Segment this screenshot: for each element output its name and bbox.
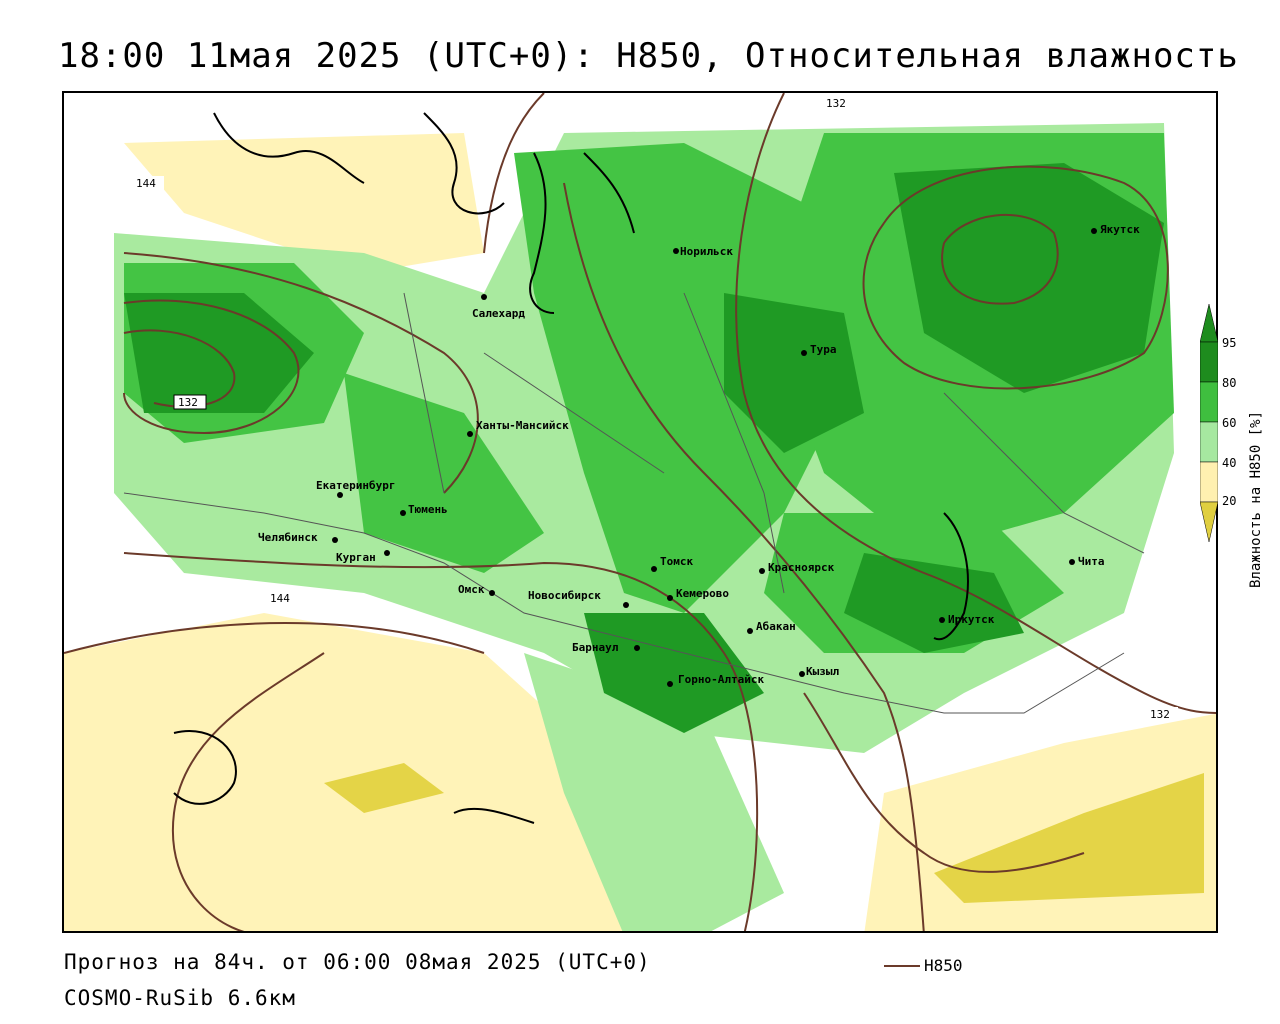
humidity-map[interactable]: Норильск Якутск Салехард Тура Ханты-Манс… bbox=[64, 93, 1218, 933]
colorbar-tick-40: 40 bbox=[1222, 456, 1237, 470]
city-label-chita: Чита bbox=[1078, 555, 1105, 568]
city-markers bbox=[332, 228, 1097, 687]
city-label-ekaterinburg: Екатеринбург bbox=[316, 479, 395, 492]
city-label-tomsk: Томск bbox=[660, 555, 693, 568]
city-label-yakutsk: Якутск bbox=[1100, 223, 1140, 236]
h850-contours bbox=[64, 93, 1216, 931]
city-label-abakan: Абакан bbox=[756, 620, 796, 633]
moist-zone-south bbox=[524, 653, 784, 931]
city-dot-chita bbox=[1069, 559, 1075, 565]
coastlines bbox=[173, 112, 969, 824]
very-humid-zone-altai bbox=[584, 613, 764, 733]
city-dot-tyumen bbox=[400, 510, 406, 516]
colorbar-tick-95: 95 bbox=[1222, 336, 1237, 350]
city-label-gorno-altaysk: Горно-Алтайск bbox=[678, 673, 764, 686]
city-label-khanty-mansiysk: Ханты-Мансийск bbox=[476, 419, 569, 432]
colorbar-band-40 bbox=[1199, 461, 1219, 503]
colorbar-band-80 bbox=[1199, 381, 1219, 423]
city-dot-kurgan bbox=[384, 550, 390, 556]
map-frame[interactable]: Норильск Якутск Салехард Тура Ханты-Манс… bbox=[62, 91, 1218, 933]
colorbar-band-95 bbox=[1199, 341, 1219, 383]
very-humid-zone-yakutia bbox=[894, 163, 1164, 393]
very-dry-zone-south bbox=[324, 763, 444, 813]
city-dot-salekhard bbox=[481, 294, 487, 300]
dry-zone-south bbox=[64, 613, 624, 931]
city-dot-chelyabinsk bbox=[332, 537, 338, 543]
contour-label-132-north: 132 bbox=[826, 97, 846, 110]
city-dot-novosibirsk bbox=[623, 602, 629, 608]
city-dot-tura bbox=[801, 350, 807, 356]
city-label-kurgan: Курган bbox=[336, 551, 376, 564]
colorbar-tick-20: 20 bbox=[1222, 494, 1237, 508]
city-label-omsk: Омск bbox=[458, 583, 485, 596]
city-dot-tomsk bbox=[651, 566, 657, 572]
city-dot-norilsk bbox=[673, 248, 679, 254]
city-labels: Норильск Якутск Салехард Тура Ханты-Манс… bbox=[258, 223, 1140, 686]
region-boundaries bbox=[123, 292, 1145, 714]
contour-label-132-southeast: 132 bbox=[1150, 708, 1170, 721]
city-label-tyumen: Тюмень bbox=[408, 503, 448, 516]
city-dot-omsk bbox=[489, 590, 495, 596]
contour-label-144-south: 144 bbox=[270, 592, 290, 605]
city-label-kemerovo: Кемерово bbox=[676, 587, 729, 600]
colorbar-tick-60: 60 bbox=[1222, 416, 1237, 430]
city-label-chelyabinsk: Челябинск bbox=[258, 531, 318, 544]
city-dot-krasnoyarsk bbox=[759, 568, 765, 574]
humidity-colorbar bbox=[1199, 303, 1219, 543]
city-dot-ekaterinburg bbox=[337, 492, 343, 498]
colorbar-label: Влажность на H850 [%] bbox=[1248, 410, 1264, 588]
colorbar-bottom-arrow bbox=[1199, 501, 1219, 543]
forecast-info: Прогноз на 84ч. от 06:00 08мая 2025 (UTC… bbox=[64, 950, 651, 974]
city-dot-abakan bbox=[747, 628, 753, 634]
city-dot-khanty-mansiysk bbox=[467, 431, 473, 437]
city-dot-kyzyl bbox=[799, 671, 805, 677]
contour-label-132-west: 132 bbox=[178, 396, 198, 409]
city-label-irkutsk: Иркутск bbox=[948, 613, 995, 626]
colorbar-top-arrow bbox=[1199, 303, 1219, 343]
very-humid-zone-irkutsk bbox=[844, 553, 1024, 653]
contour-legend-swatch bbox=[884, 964, 920, 967]
city-label-novosibirsk: Новосибирск bbox=[528, 589, 601, 602]
city-dot-gorno-altaysk bbox=[667, 681, 673, 687]
city-label-salekhard: Салехард bbox=[472, 307, 525, 320]
contour-legend-label: H850 bbox=[924, 956, 963, 975]
humid-zone-siberia bbox=[514, 143, 864, 613]
city-label-norilsk: Норильск bbox=[680, 245, 733, 258]
dry-zone-northwest bbox=[124, 133, 484, 273]
contour-legend: H850 bbox=[884, 956, 963, 975]
city-dot-irkutsk bbox=[939, 617, 945, 623]
city-label-tura: Тура bbox=[810, 343, 837, 356]
colorbar-band-60 bbox=[1199, 421, 1219, 463]
colorbar-tick-80: 80 bbox=[1222, 376, 1237, 390]
city-label-barnaul: Барнаул bbox=[572, 641, 619, 654]
contour-label-144-north: 144 bbox=[136, 177, 156, 190]
contour-value-labels: 144 132 132 144 132 bbox=[132, 96, 1178, 721]
city-dot-yakutsk bbox=[1091, 228, 1097, 234]
very-humid-zone-tura bbox=[724, 293, 864, 453]
model-name: COSMO-RuSib 6.6км bbox=[64, 986, 296, 1010]
city-dot-barnaul bbox=[634, 645, 640, 651]
map-title: 18:00 11мая 2025 (UTC+0): H850, Относите… bbox=[58, 36, 1239, 76]
city-label-krasnoyarsk: Красноярск bbox=[768, 561, 835, 574]
city-label-kyzyl: Кызыл bbox=[806, 665, 839, 678]
humid-zone-ural bbox=[344, 373, 544, 573]
city-dot-kemerovo bbox=[667, 595, 673, 601]
